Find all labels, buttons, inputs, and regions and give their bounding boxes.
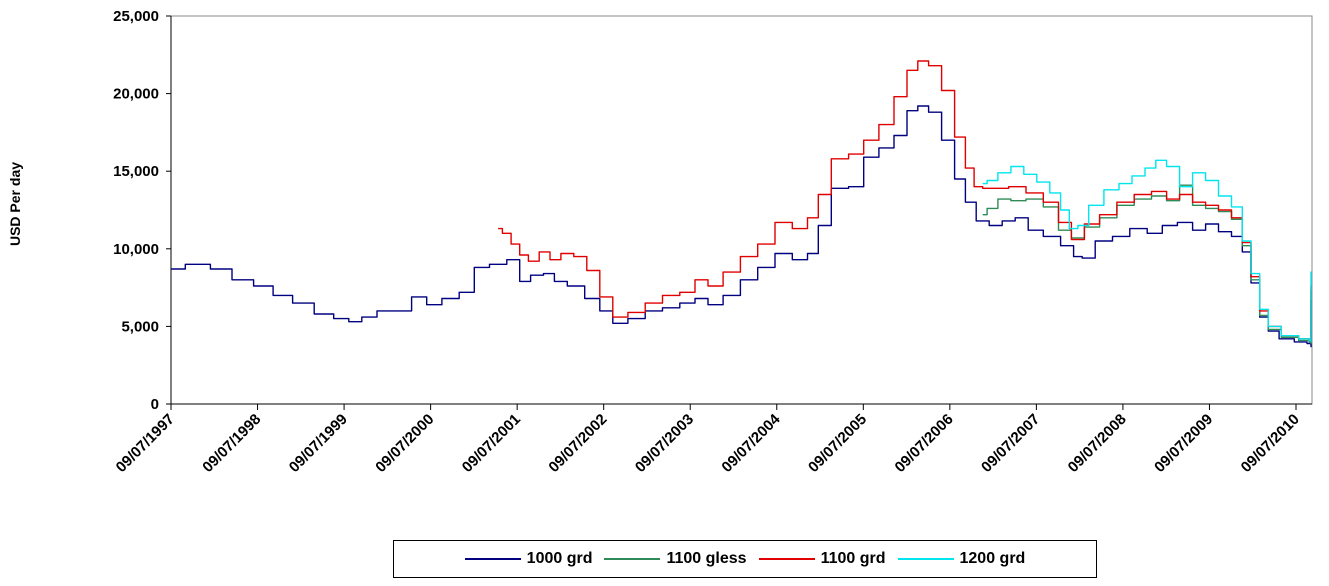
y-tick-label: 10,000 <box>113 241 159 258</box>
series-line-1000-grd <box>171 105 1312 348</box>
plot-area <box>170 15 1313 405</box>
x-tick-label: 09/07/2010 <box>1238 411 1303 476</box>
series-layer <box>171 60 1312 348</box>
x-tick-label: 09/07/2009 <box>1151 411 1216 476</box>
x-tick-label: 09/07/2007 <box>978 411 1043 476</box>
x-tick-label: 09/07/2003 <box>632 411 697 476</box>
x-tick-label: 09/07/2008 <box>1065 411 1130 476</box>
x-tick-label: 09/07/2000 <box>372 411 437 476</box>
x-tick-label: 09/07/1998 <box>199 411 264 476</box>
y-tick-label: 15,000 <box>113 163 159 180</box>
x-tick-label: 09/07/1997 <box>113 411 178 476</box>
y-axis: 0 5,000 10,000 15,000 20,000 25,000 <box>113 8 172 413</box>
y-tick-label: 5,000 <box>121 318 159 335</box>
x-tick-label: 09/07/1999 <box>286 411 351 476</box>
y-tick-label: 0 <box>151 396 159 413</box>
y-tick-label: 25,000 <box>113 8 159 25</box>
plot-border <box>170 15 1313 405</box>
x-tick-label: 09/07/2001 <box>459 411 524 476</box>
legend-item: 1200 grd <box>897 550 1026 568</box>
series-line-1200-grd <box>982 159 1312 343</box>
legend-item: 1000 grd <box>464 550 593 568</box>
x-tick-label: 09/07/2002 <box>545 411 610 476</box>
legend-swatch <box>604 558 661 560</box>
x-axis: 09/07/1997 09/07/1998 09/07/1999 09/07/2000… <box>113 403 1312 476</box>
legend-item: 1100 grd <box>758 550 886 568</box>
legend-label: 1000 grd <box>526 550 593 567</box>
x-tick-label: 09/07/2006 <box>892 411 957 476</box>
legend-label: 1200 grd <box>959 550 1026 567</box>
y-tick-label: 20,000 <box>113 86 159 103</box>
series-line-1100-grd <box>498 60 1312 343</box>
legend-label: 1100 gless <box>666 550 747 567</box>
series-line-1100-gless <box>982 184 1312 345</box>
legend: 1000 grd 1100 gless 1100 grd 1200 grd <box>393 540 1097 578</box>
legend-label: 1100 grd <box>820 550 886 567</box>
legend-swatch <box>758 558 815 560</box>
legend-swatch <box>897 558 954 560</box>
y-axis-label: USD Per day <box>7 162 23 246</box>
legend-item: 1100 gless <box>604 550 747 568</box>
x-tick-label: 09/07/2005 <box>805 411 870 476</box>
legend-swatch <box>464 558 521 560</box>
x-tick-label: 09/07/2004 <box>718 410 784 476</box>
